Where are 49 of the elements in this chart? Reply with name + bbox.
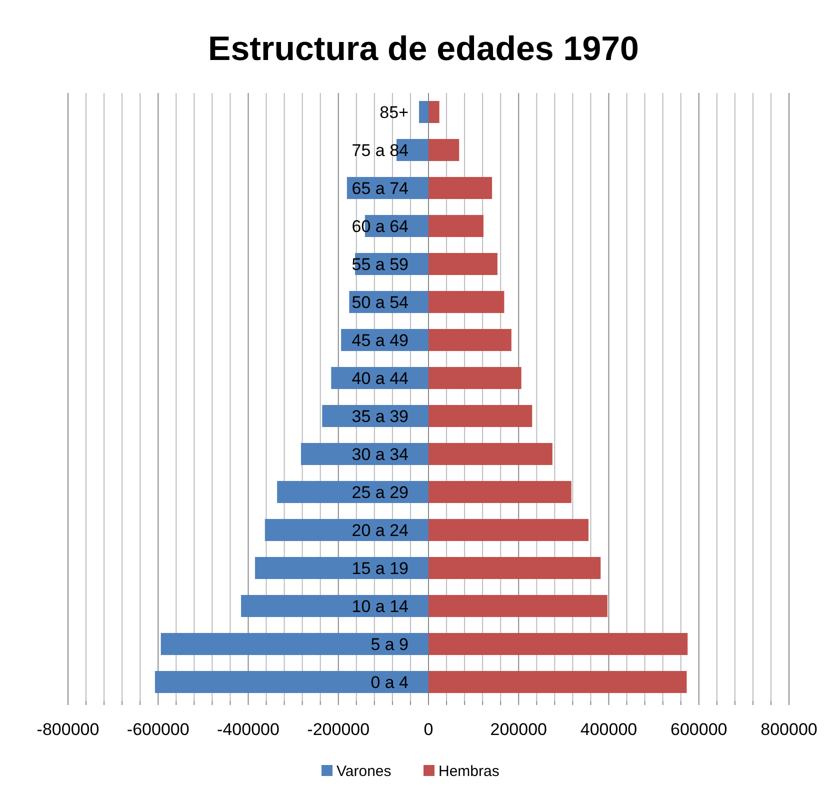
- y-tick-label: 50 a 54: [352, 292, 408, 312]
- bar: [428, 252, 498, 276]
- x-tick-label: 200000: [490, 720, 547, 739]
- bar: [277, 480, 428, 504]
- bar: [264, 518, 428, 542]
- bar: [255, 556, 428, 580]
- y-tick-label: 0 a 4: [370, 672, 408, 692]
- bar: [428, 518, 588, 542]
- legend-label: Hembras: [438, 763, 500, 780]
- bar: [428, 328, 512, 352]
- y-tick-label: 5 a 9: [370, 634, 408, 654]
- bar: [428, 366, 522, 390]
- y-tick-label: 15 a 19: [352, 558, 408, 578]
- y-tick-label: 30 a 34: [352, 444, 408, 464]
- bar: [300, 442, 428, 466]
- x-tick-label: -800000: [36, 720, 100, 739]
- bar: [428, 138, 460, 162]
- x-tick-label: -600000: [126, 720, 190, 739]
- x-tick-label: -400000: [217, 720, 280, 739]
- bar: [428, 670, 687, 694]
- y-tick-label: 10 a 14: [352, 596, 408, 616]
- y-tick-label: 85+: [380, 102, 409, 122]
- x-tick-label: 800000: [760, 720, 818, 739]
- chart-title: Estructura de edades 1970: [208, 30, 639, 68]
- bar: [428, 290, 504, 314]
- y-tick-label: 25 a 29: [352, 482, 408, 502]
- bar: [241, 594, 428, 618]
- y-tick-label: 20 a 24: [352, 520, 408, 540]
- x-tick-label: 0: [424, 720, 434, 739]
- legend-label: Varones: [336, 763, 392, 780]
- y-tick-label: 45 a 49: [352, 330, 408, 350]
- x-tick-label: -200000: [307, 720, 370, 739]
- bar: [428, 594, 608, 618]
- bar: [154, 670, 428, 694]
- bar: [428, 176, 492, 200]
- bar: [428, 404, 532, 428]
- bar: [428, 442, 552, 466]
- bar: [419, 100, 428, 124]
- x-tick-label: 400000: [580, 720, 638, 739]
- bar: [428, 480, 572, 504]
- x-tick-label: 600000: [670, 720, 728, 739]
- bar: [160, 632, 428, 656]
- bar: [428, 632, 688, 656]
- y-tick-label: 65 a 74: [352, 178, 408, 198]
- bar: [428, 100, 440, 124]
- bar: [428, 214, 484, 238]
- y-tick-label: 40 a 44: [352, 368, 408, 388]
- bar: [428, 556, 601, 580]
- y-tick-label: 35 a 39: [352, 406, 408, 426]
